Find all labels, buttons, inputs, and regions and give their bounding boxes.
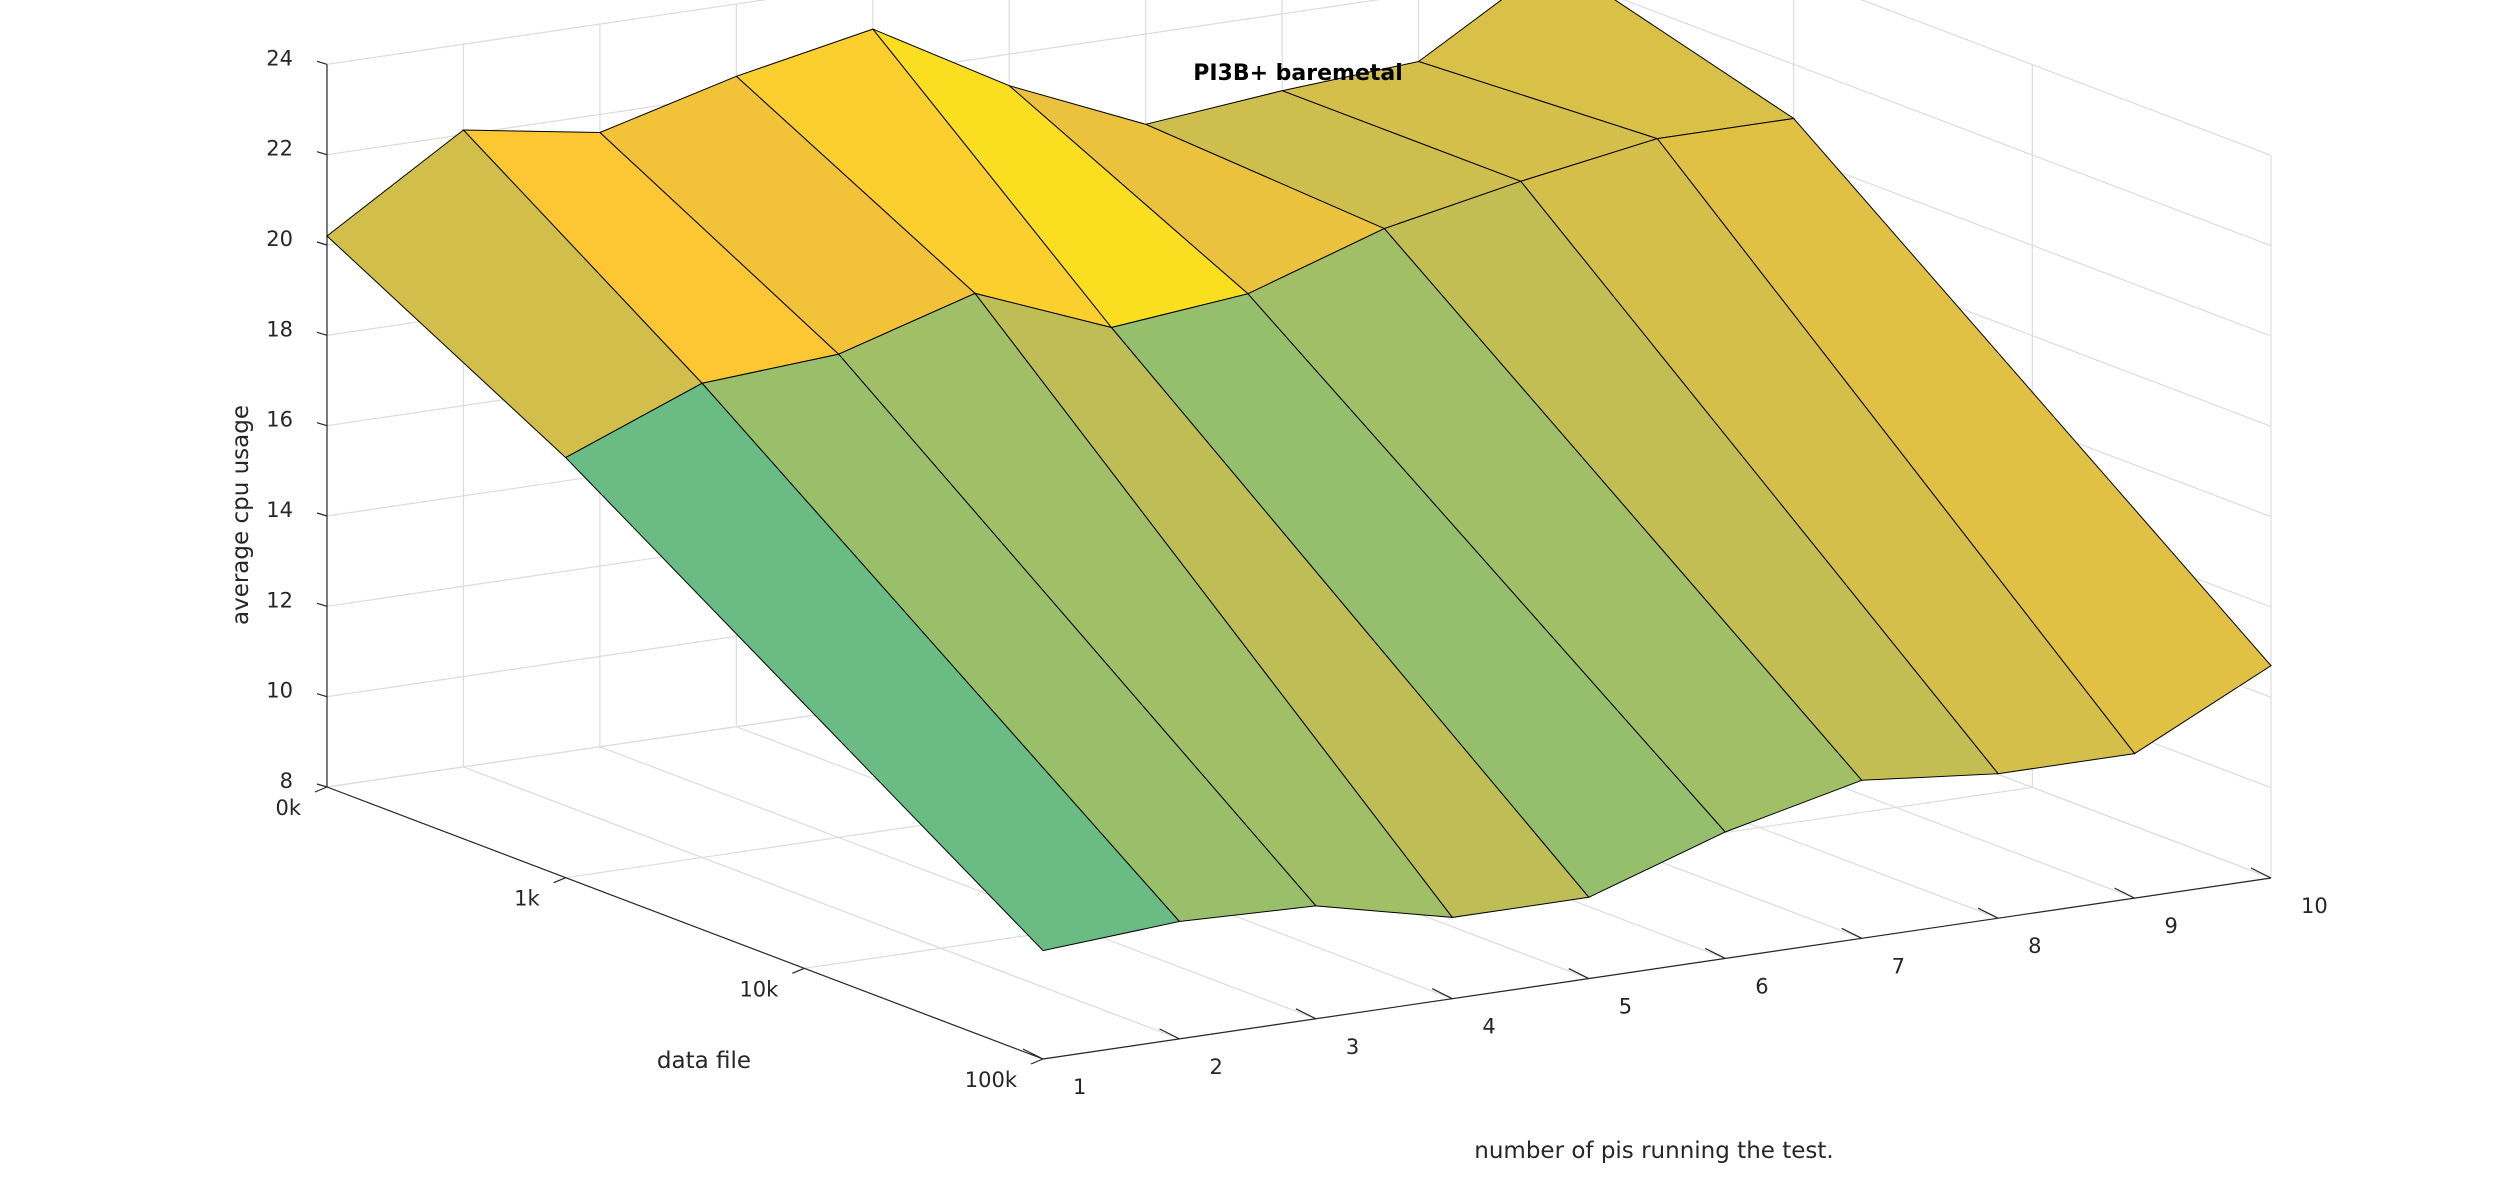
y-tick-label: 100k — [965, 1068, 1018, 1092]
x-tick-label: 6 — [1755, 974, 1768, 998]
x-tick-mark — [2250, 867, 2272, 879]
chart-title: PI3B+ baremetal — [1193, 61, 1403, 86]
y-axis-label: data file — [657, 1048, 751, 1074]
z-tick-label: 20 — [266, 227, 293, 251]
x-tick-label: 1 — [1073, 1075, 1086, 1099]
x-tick-mark — [1432, 988, 1453, 1000]
x-tick-mark — [1841, 927, 1862, 939]
surface-patch — [564, 382, 1181, 952]
z-tick-label: 12 — [266, 588, 293, 612]
z-tick-mark — [316, 241, 328, 246]
z-tick-mark — [316, 331, 328, 336]
z-tick-label: 14 — [266, 498, 293, 522]
x-tick-mark — [1704, 947, 1726, 959]
z-tick-label: 18 — [266, 317, 293, 341]
x-tick-mark — [1022, 1048, 1044, 1060]
y-tick-mark — [792, 967, 805, 974]
z-tick-mark — [316, 60, 328, 65]
x-tick-mark — [1568, 968, 1590, 980]
x-tick-label: 10 — [2301, 894, 2328, 918]
x-tick-label: 9 — [2165, 914, 2178, 938]
z-tick-label: 22 — [266, 137, 293, 161]
y-tick-label: 10k — [739, 977, 779, 1001]
z-tick-mark — [316, 512, 328, 517]
z-tick-mark — [316, 783, 328, 788]
z-tick-label: 8 — [280, 769, 293, 793]
x-tick-mark — [2114, 887, 2135, 899]
grid-x-floor — [599, 746, 1317, 1020]
x-tick-label: 5 — [1619, 995, 1632, 1019]
z-tick-label: 16 — [266, 408, 293, 432]
grid-x-floor — [463, 766, 1180, 1040]
y-tick-mark — [553, 877, 566, 884]
y-axis-line — [326, 786, 1044, 1060]
x-tick-label: 4 — [1482, 1015, 1495, 1039]
z-tick-label: 24 — [266, 46, 293, 70]
x-tick-mark — [1977, 907, 1999, 919]
x-tick-label: 8 — [2028, 934, 2041, 958]
x-tick-label: 2 — [1209, 1055, 1222, 1079]
z-axis-label: average cpu usage — [228, 405, 254, 625]
z-tick-mark — [316, 693, 328, 698]
y-tick-mark — [314, 786, 328, 793]
x-tick-mark — [1295, 1008, 1317, 1020]
surface — [326, 0, 2272, 952]
x-axis-label: number of pis running the test. — [1474, 1138, 1833, 1164]
y-tick-mark — [1030, 1058, 1044, 1065]
y-tick-label: 0k — [275, 796, 301, 820]
x-tick-label: 7 — [1892, 954, 1905, 978]
x-tick-mark — [1159, 1028, 1180, 1040]
z-tick-label: 10 — [266, 679, 293, 703]
z-tick-mark — [316, 151, 328, 156]
y-tick-label: 1k — [514, 887, 540, 911]
x-tick-label: 3 — [1346, 1035, 1359, 1059]
z-tick-mark — [316, 602, 328, 607]
x-axis-line — [1042, 877, 2272, 1060]
z-tick-mark — [316, 422, 328, 427]
